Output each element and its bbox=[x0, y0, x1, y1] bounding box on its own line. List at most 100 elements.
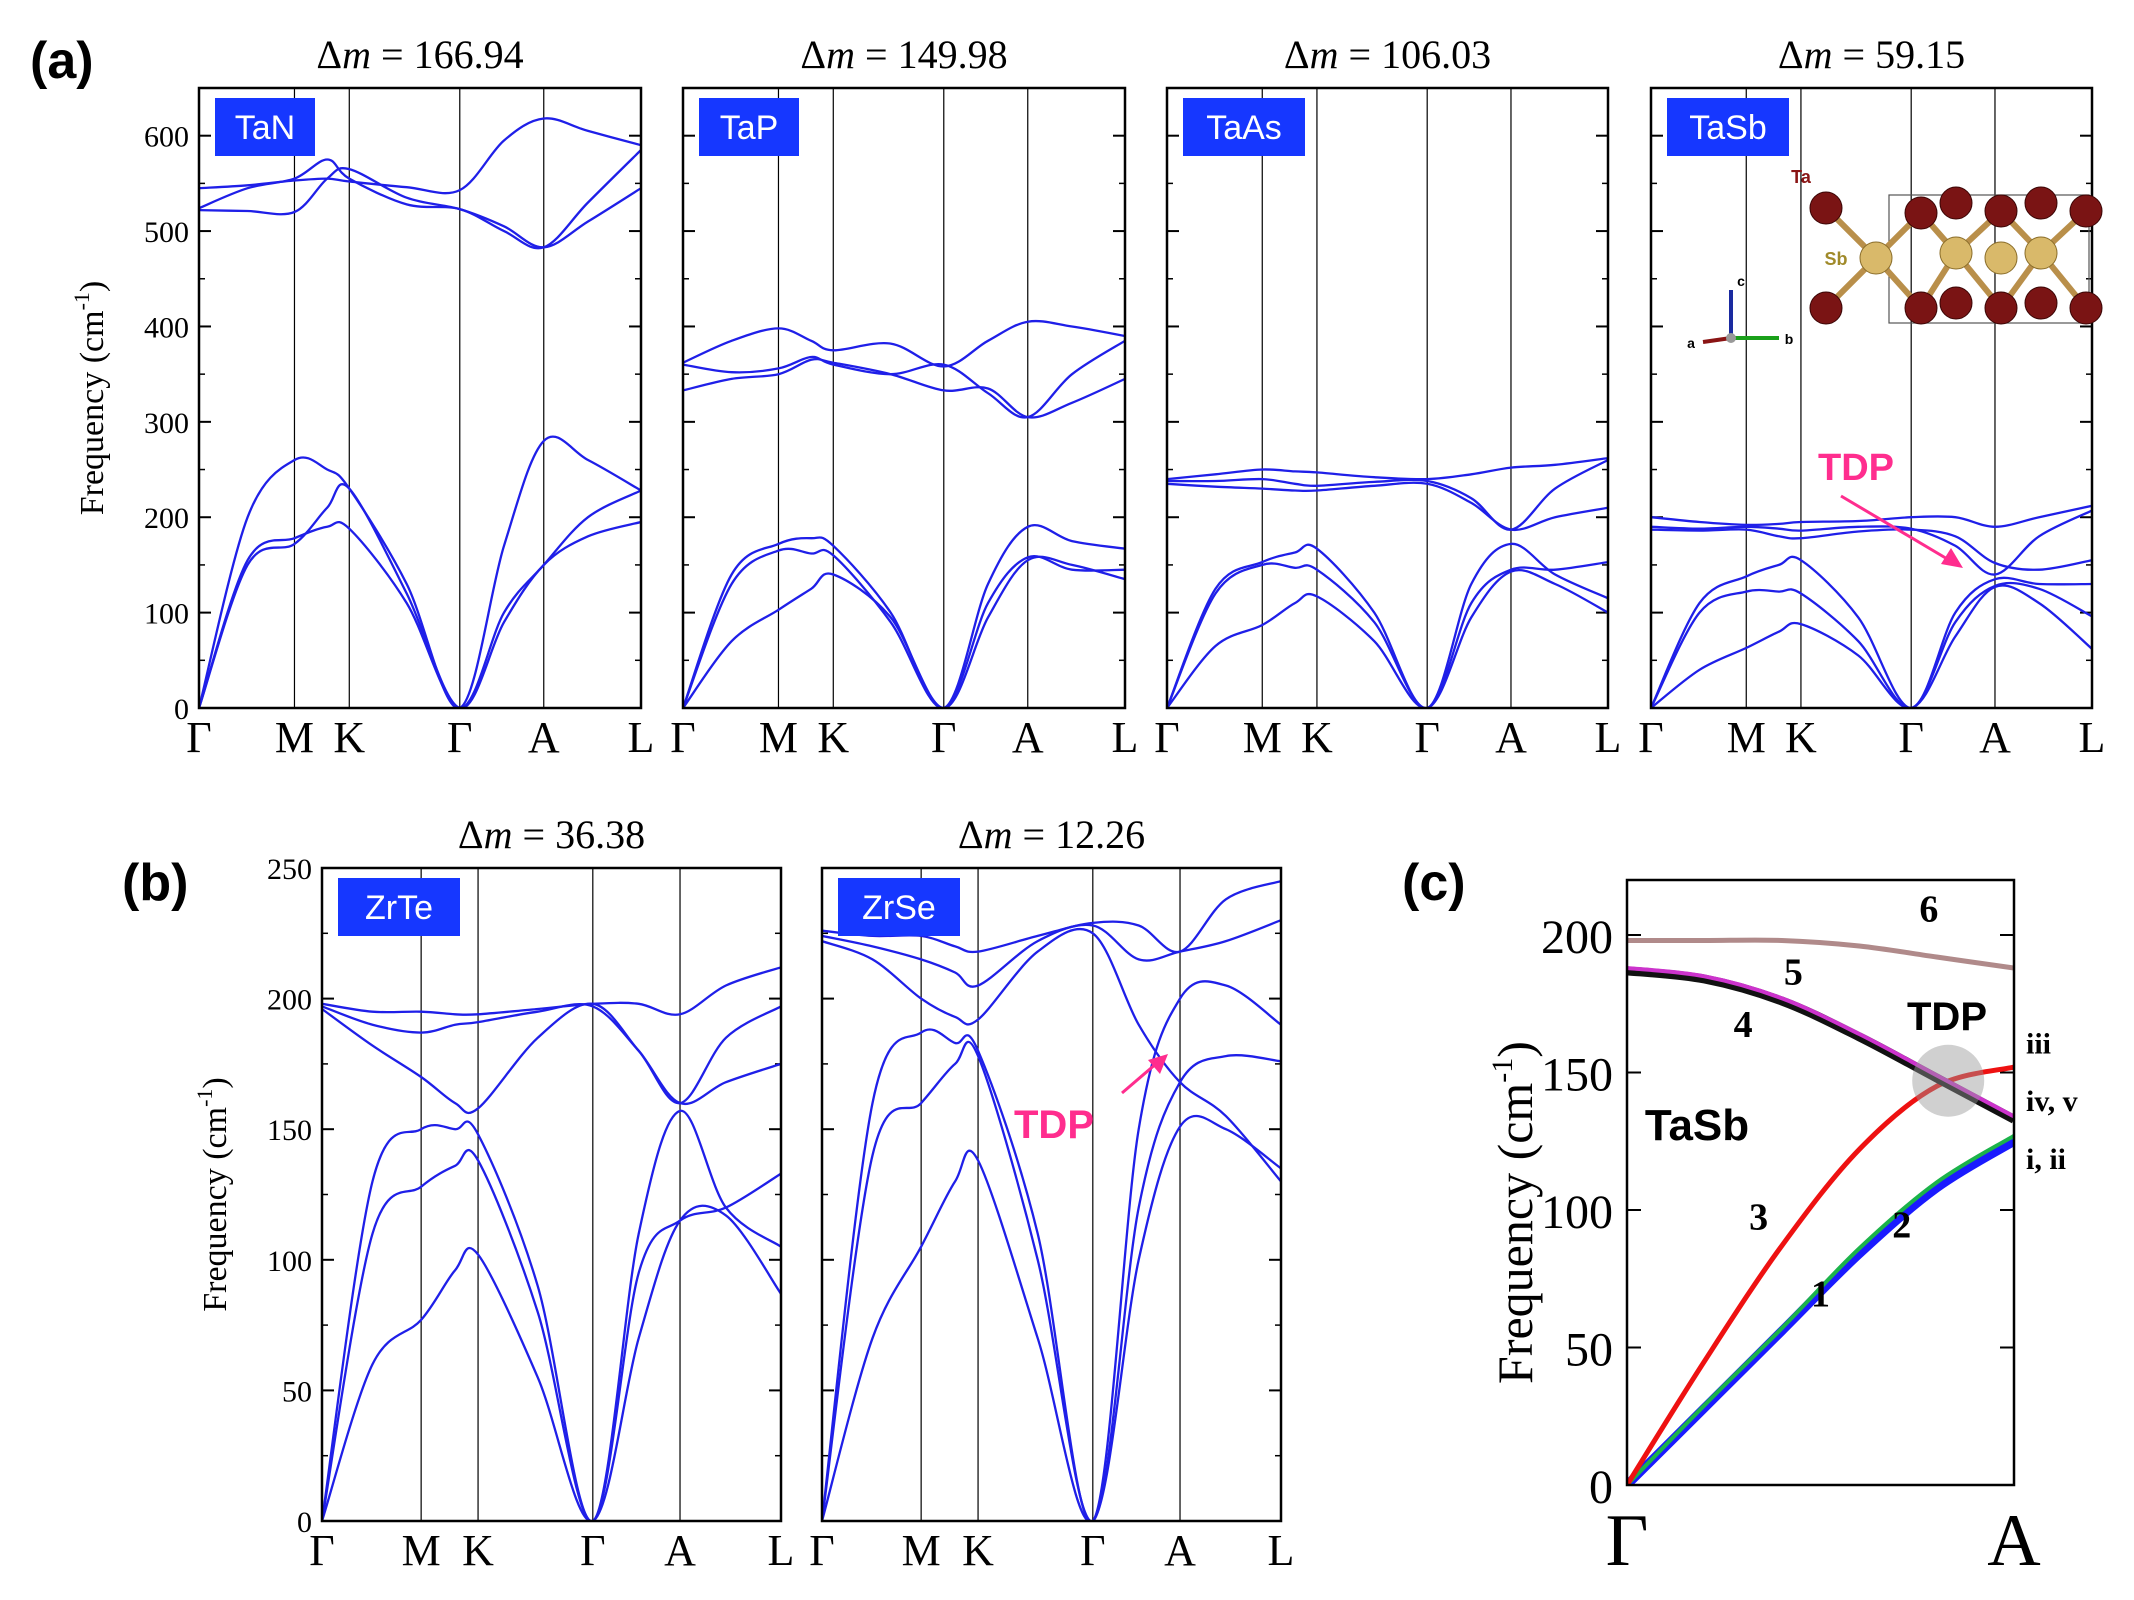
title-delta: Δ bbox=[316, 32, 342, 77]
material-label: ZrSe bbox=[862, 889, 936, 927]
band-line bbox=[1167, 456, 1608, 481]
title-delta: Δ bbox=[1778, 32, 1804, 77]
y-tick-label: 50 bbox=[1565, 1324, 1613, 1377]
ta-atom bbox=[1904, 291, 1938, 325]
series-group bbox=[683, 319, 1125, 708]
title-eq: = 36.38 bbox=[513, 812, 646, 857]
axis-a-label: a bbox=[1687, 335, 1695, 351]
y-axis-label-text: Frequency (cm bbox=[74, 310, 111, 515]
mode-number-label: 4 bbox=[1734, 1004, 1753, 1046]
y-tick-label: 0 bbox=[174, 693, 189, 726]
y-axis-label-close: ) bbox=[74, 281, 111, 292]
material-label-box bbox=[1667, 98, 1789, 156]
plot-frame bbox=[820, 866, 1283, 1523]
sb-atom bbox=[1859, 241, 1893, 275]
band-line bbox=[683, 547, 1125, 708]
y-tick-label: 200 bbox=[144, 502, 189, 535]
k-label: Γ bbox=[447, 713, 472, 762]
panel-letter-c: (c) bbox=[1402, 854, 1466, 912]
k-label: M bbox=[1727, 713, 1766, 762]
band-line bbox=[199, 117, 641, 195]
ta-atom bbox=[1939, 286, 1973, 320]
band-line bbox=[199, 149, 641, 250]
band-line bbox=[1651, 555, 2092, 708]
material-label: TaSb bbox=[1645, 1101, 1749, 1150]
y-tick-label: 100 bbox=[1541, 1186, 1613, 1239]
ta-atom bbox=[1809, 191, 1843, 225]
k-label: A bbox=[1164, 1526, 1196, 1575]
y-axis-label-sup: -1 bbox=[69, 292, 94, 310]
title-m: m bbox=[1310, 32, 1339, 77]
series-group bbox=[199, 117, 641, 708]
material-label: TaP bbox=[720, 109, 779, 147]
k-label: Γ bbox=[1080, 1526, 1105, 1575]
material-label: TaSb bbox=[1689, 109, 1767, 147]
y-tick-label: 600 bbox=[144, 121, 189, 154]
material-label: ZrTe bbox=[365, 889, 433, 927]
sb-atom bbox=[2024, 236, 2058, 270]
k-label: L bbox=[768, 1526, 795, 1575]
y-tick-label: 100 bbox=[144, 598, 189, 631]
tdp-label: TDP bbox=[1818, 447, 1894, 489]
title-delta: Δ bbox=[458, 812, 484, 857]
mode-number-label: 6 bbox=[1919, 888, 1938, 930]
k-label: A bbox=[1495, 713, 1527, 762]
tdp-arrow bbox=[1121, 1061, 1158, 1095]
band-line bbox=[1167, 560, 1608, 708]
band-line bbox=[683, 339, 1125, 419]
chart-zrte: 0 50 100 150 200 250 Frequency (cm-1) Γ M K Γ A L Δm … bbox=[192, 812, 794, 1575]
plot-frame bbox=[197, 86, 643, 710]
mode-label-i-ii: i, ii bbox=[2026, 1143, 2066, 1176]
tdp-arrow bbox=[1840, 494, 1950, 562]
y-tick-label: 150 bbox=[267, 1114, 312, 1147]
material-label-box bbox=[838, 878, 960, 936]
k-label: L bbox=[1112, 713, 1139, 762]
band-line bbox=[322, 1149, 781, 1521]
band-line bbox=[1651, 504, 2092, 528]
k-label: M bbox=[1243, 713, 1282, 762]
title-delta: Δ bbox=[1284, 32, 1310, 77]
band-line bbox=[822, 1114, 1281, 1521]
y-tick-label: 400 bbox=[144, 311, 189, 344]
tdp-highlight-circle bbox=[1912, 1044, 1985, 1117]
band-line bbox=[822, 1040, 1281, 1521]
material-label-box bbox=[215, 98, 315, 156]
k-label: K bbox=[333, 713, 365, 762]
band-line bbox=[1651, 584, 2092, 708]
panel-letter-b: (b) bbox=[122, 854, 188, 912]
band-line-2 bbox=[1627, 1134, 2014, 1485]
plot-frame bbox=[320, 866, 783, 1523]
k-label: A bbox=[1979, 713, 2011, 762]
chart-title: Δm = 12.26 bbox=[958, 812, 1145, 857]
ta-atom bbox=[2024, 186, 2058, 220]
ta-atom bbox=[1939, 186, 1973, 220]
k-label: A bbox=[664, 1526, 696, 1575]
y-tick-label: 0 bbox=[297, 1506, 312, 1539]
axis-origin bbox=[1726, 333, 1736, 343]
title-m: m bbox=[342, 32, 371, 77]
band-line bbox=[322, 1109, 781, 1521]
k-label: L bbox=[2079, 713, 2106, 762]
y-tick-label: 0 bbox=[1589, 1461, 1613, 1514]
chart-title: Δm = 36.38 bbox=[458, 812, 645, 857]
band-line bbox=[1167, 569, 1608, 708]
k-label: Γ bbox=[1154, 713, 1179, 762]
k-label: Γ bbox=[309, 1526, 334, 1575]
mode-number-label: 2 bbox=[1892, 1205, 1911, 1247]
k-label: M bbox=[902, 1526, 941, 1575]
band-line bbox=[683, 524, 1125, 708]
title-eq: = 149.98 bbox=[855, 32, 1008, 77]
y-tick-label: 250 bbox=[267, 853, 312, 886]
k-label: Γ bbox=[1414, 713, 1439, 762]
k-label: Γ bbox=[670, 713, 695, 762]
series-group bbox=[822, 879, 1281, 1521]
k-label: Γ bbox=[809, 1526, 834, 1575]
material-label: TaAs bbox=[1206, 109, 1282, 147]
band-line bbox=[199, 167, 641, 249]
plot-frame bbox=[1165, 86, 1610, 710]
k-label: Γ bbox=[1638, 713, 1663, 762]
k-label: K bbox=[1785, 713, 1817, 762]
